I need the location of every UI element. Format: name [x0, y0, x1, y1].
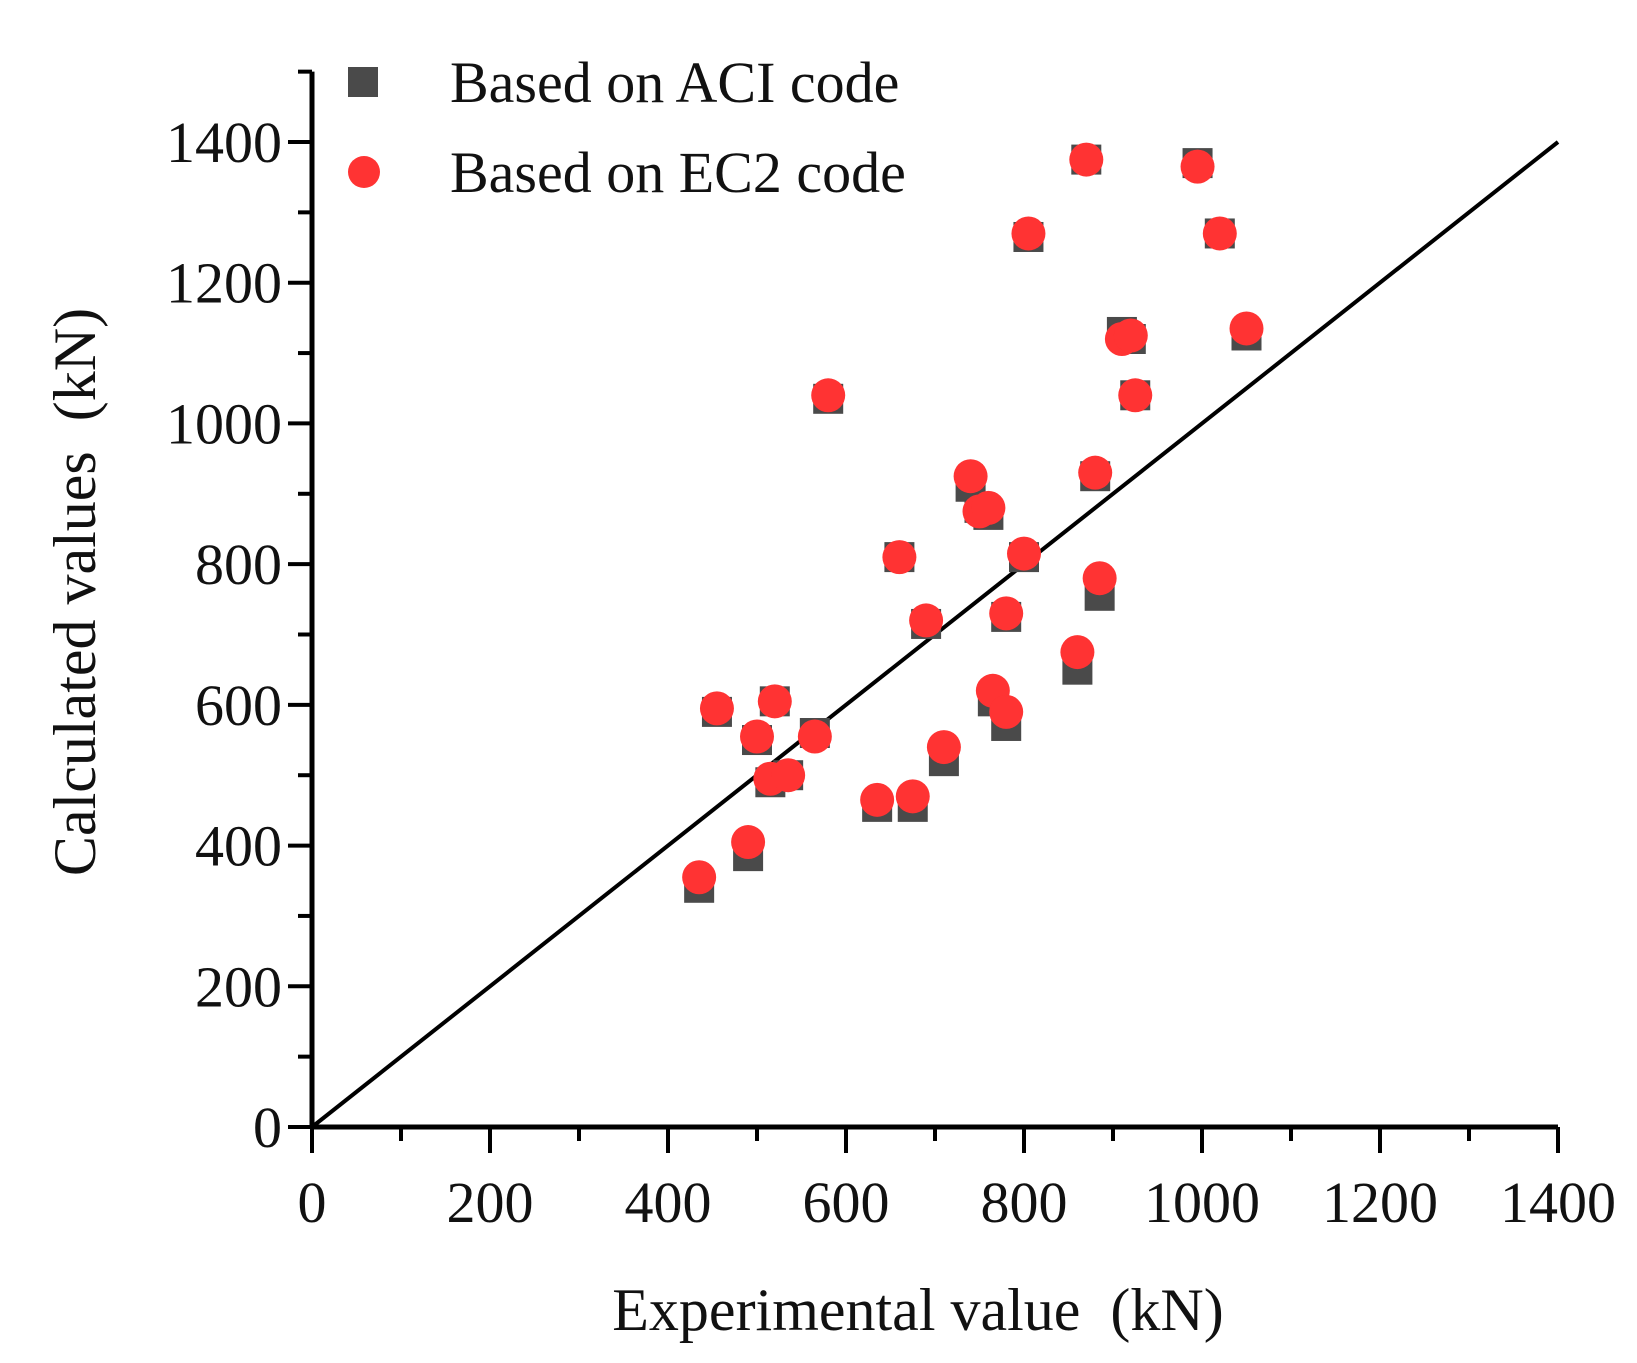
y-tick-label: 1200 — [166, 251, 282, 316]
x-tick-label: 0 — [298, 1170, 327, 1235]
ec2-point — [860, 782, 895, 817]
ec2-point — [811, 378, 846, 413]
x-tick-label: 200 — [447, 1170, 534, 1235]
ec2-point — [740, 719, 774, 754]
y-tick-label: 400 — [195, 814, 282, 879]
ec2-point — [1060, 635, 1095, 670]
x-tick-label: 600 — [803, 1170, 890, 1235]
ec2-point — [1007, 536, 1041, 571]
y-ticks — [288, 69, 312, 1129]
legend-label-ec2: Based on EC2 code — [450, 140, 906, 205]
ec2-point — [797, 719, 832, 754]
legend-marker-ec2-circle — [348, 156, 380, 188]
ec2-point — [1011, 216, 1046, 251]
x-tick-label: 400 — [625, 1170, 712, 1235]
x-tick-label: 1400 — [1500, 1170, 1616, 1235]
ec2-point — [989, 596, 1024, 631]
x-tick-label: 1000 — [1144, 1170, 1260, 1235]
legend-label-aci: Based on ACI code — [450, 50, 899, 115]
ec2-point — [971, 490, 1006, 525]
ec2-point — [1180, 149, 1215, 184]
ec2-point — [989, 694, 1024, 729]
ec2-point — [953, 459, 988, 494]
x-tick-labels: 0 200 400 600 800 1000 1200 1400 — [298, 1170, 1617, 1235]
ec2-point — [926, 730, 961, 765]
ec2-point — [909, 603, 944, 638]
legend: Based on ACI code Based on EC2 code — [348, 50, 906, 205]
ec2-point — [1202, 216, 1237, 251]
y-tick-label: 0 — [253, 1095, 282, 1160]
series-ec2-points — [682, 142, 1264, 895]
ec2-point — [1113, 318, 1148, 353]
ec2-point — [1229, 311, 1264, 346]
y-axis-title: Calculated values (kN) — [42, 308, 108, 876]
x-tick-label: 1200 — [1322, 1170, 1438, 1235]
ec2-point — [731, 825, 766, 860]
y-tick-label: 1400 — [166, 110, 282, 175]
x-ticks — [310, 1127, 1560, 1153]
ec2-point — [1118, 378, 1153, 413]
ec2-point — [699, 691, 734, 726]
ec2-point — [1082, 561, 1117, 596]
ec2-point — [882, 540, 917, 575]
y-tick-label: 800 — [195, 532, 282, 597]
legend-marker-aci-square — [348, 67, 378, 97]
ec2-point — [1069, 142, 1104, 177]
x-axis-title: Experimental value (kN) — [612, 1277, 1223, 1343]
y-tick-label: 200 — [195, 954, 282, 1019]
ec2-point — [895, 779, 930, 814]
ec2-point — [757, 684, 792, 719]
x-tick-label: 800 — [981, 1170, 1068, 1235]
ec2-point — [682, 860, 717, 895]
ec2-point — [1078, 455, 1113, 490]
ec2-point — [771, 758, 806, 793]
axes — [309, 71, 1558, 1130]
y-tick-labels: 0 200 400 600 800 1000 1200 1400 — [166, 110, 282, 1160]
y-tick-label: 600 — [195, 673, 282, 738]
y-tick-label: 1000 — [166, 391, 282, 456]
